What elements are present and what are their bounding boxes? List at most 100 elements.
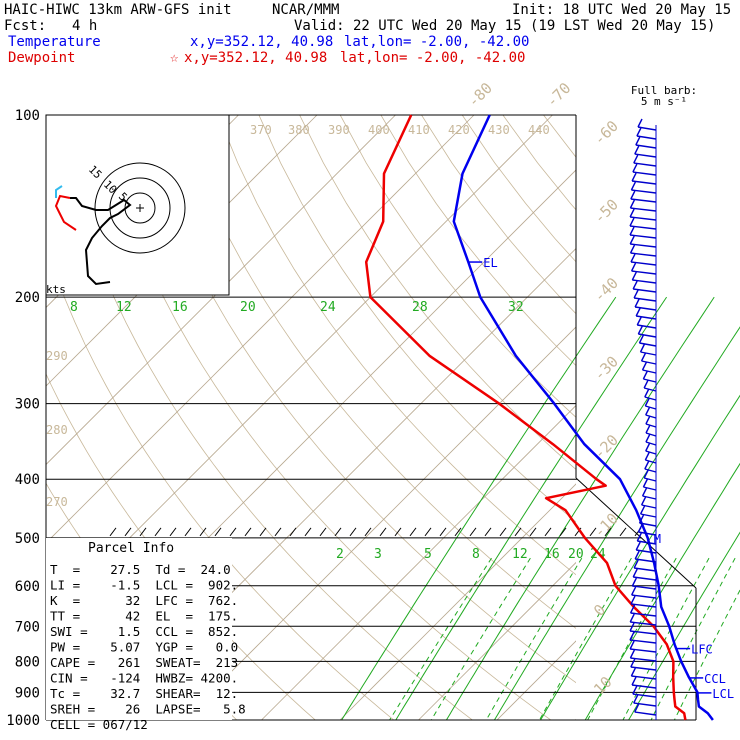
wind-barb <box>641 504 657 509</box>
mixing-ratio-label: 20 <box>568 547 584 562</box>
wind-barb-flag <box>644 451 650 461</box>
wind-barb <box>638 531 657 536</box>
wind-barb <box>644 468 657 473</box>
wind-barb-flag <box>632 163 638 173</box>
wind-barb <box>643 378 657 383</box>
wind-barb <box>634 306 657 311</box>
wind-barb <box>633 702 657 707</box>
wind-barb <box>630 243 657 248</box>
wind-barb-flag <box>641 361 648 371</box>
wind-barb <box>637 540 657 545</box>
isotherm-line <box>418 561 576 720</box>
wind-barb <box>630 261 657 266</box>
frame-diagonal <box>575 477 697 589</box>
isotherm-line <box>654 115 740 720</box>
dry-adiabat <box>380 115 576 367</box>
isobar-tick <box>319 527 327 537</box>
isobar-tick <box>184 527 192 537</box>
wind-barb-flag <box>634 298 640 308</box>
theta-label: 430 <box>488 123 510 137</box>
theta-label: 390 <box>328 123 350 137</box>
parcel-row: SWI = 1.5 CCL = 852. <box>50 624 238 639</box>
wind-barb <box>632 180 657 185</box>
isobar-tick <box>409 527 417 537</box>
temperature-legend: Temperature <box>8 34 101 50</box>
wind-barb-flag <box>633 559 639 569</box>
theta-labels: 370 380 390 400 410 420 430 440 290 280 270 <box>46 123 550 509</box>
dry-adiabat <box>625 115 740 720</box>
parcel-panel-bg <box>46 538 232 720</box>
isobar-tick <box>169 527 177 537</box>
parcel-row: SREH = 26 LAPSE= 5.8 <box>50 702 246 717</box>
isobar-tick <box>529 527 537 537</box>
wind-barb-flag <box>630 595 636 605</box>
mixing-ratio-label: 8 <box>70 300 78 315</box>
dewpoint-location: x,y=352.12, 40.98 <box>184 50 328 66</box>
wind-barb-flag <box>630 658 636 668</box>
wind-barb <box>635 144 657 149</box>
dry-adiabat <box>217 115 576 576</box>
wind-barb-flag <box>629 604 636 614</box>
hodograph-trace <box>70 197 132 286</box>
wind-barb-flag <box>645 442 651 452</box>
isobar-tick <box>469 527 477 537</box>
wind-barb-flag <box>639 343 646 353</box>
wind-barb-flag <box>629 649 636 659</box>
wind-barb <box>630 252 657 257</box>
mixing-ratio-line <box>445 296 715 721</box>
parcel-row: K = 32 LFC = 762. <box>50 593 238 608</box>
mixing-ratio-label: 8 <box>472 547 480 562</box>
wind-barb <box>630 207 657 212</box>
wind-barb <box>645 450 657 455</box>
wind-barb-flag <box>637 523 644 533</box>
wind-barb <box>645 459 657 464</box>
isotherm-label: 10 <box>590 673 616 699</box>
wind-barb <box>645 432 657 437</box>
wind-barb <box>641 360 657 365</box>
mixing-ratio-line <box>628 531 740 721</box>
isobar-tick <box>199 527 207 537</box>
isobar-tick <box>229 527 237 537</box>
isobar-tick <box>394 527 402 537</box>
wind-barb <box>631 594 657 599</box>
wind-barb-flag <box>633 154 639 164</box>
hodograph-trace-red <box>54 194 77 231</box>
pressure-label: 300 <box>15 397 40 413</box>
wind-barb-flag <box>638 334 645 344</box>
isotherm-label: -40 <box>590 274 622 306</box>
pressure-label: 400 <box>15 472 40 488</box>
wind-barb-flag <box>629 613 635 623</box>
isobar-tick <box>124 527 132 537</box>
wind-barb-flag <box>629 622 635 632</box>
wind-barb-flag <box>635 136 641 146</box>
mixing-ratio-label: 12 <box>512 547 528 562</box>
dry-adiabat <box>136 115 576 684</box>
dry-adiabat <box>421 115 576 315</box>
fcst-label: Fcst: <box>4 18 47 34</box>
pressure-label: 500 <box>15 531 40 547</box>
mixing-ratio-dashed <box>389 557 492 721</box>
isobar-tick <box>499 527 507 537</box>
wind-barb-flag <box>637 325 643 335</box>
pressure-labels: 100 200 300 400 500 600 700 800 900 1000 <box>6 108 40 729</box>
wind-barb-flag <box>645 424 651 434</box>
header: HAIC-HIWC 13km ARW-GFS init NCAR/MMM Ini… <box>0 0 740 66</box>
temperature-latlon: lat,lon= -2.00, -42.00 <box>344 34 530 50</box>
wind-barb-flag <box>632 685 638 695</box>
wind-barb-flag <box>632 568 638 578</box>
wind-barb <box>630 657 657 662</box>
wind-barb <box>630 198 657 203</box>
mixing-ratio-dashed <box>622 557 710 721</box>
isotherm-label: -10 <box>590 509 622 541</box>
wind-barb-flag <box>640 496 647 506</box>
isotherm-label: -60 <box>590 117 622 149</box>
wind-barb <box>630 666 657 671</box>
mixing-ratio-labels: 8 12 16 20 24 28 322 3 5 8 12 16 20 24 <box>70 300 606 562</box>
wind-barb <box>643 486 657 491</box>
wind-barb-flag <box>629 631 635 641</box>
isotherm-label: -70 <box>543 79 575 111</box>
wind-barb <box>631 189 657 194</box>
wind-barb-flag <box>643 379 649 389</box>
wind-barb <box>633 297 657 302</box>
